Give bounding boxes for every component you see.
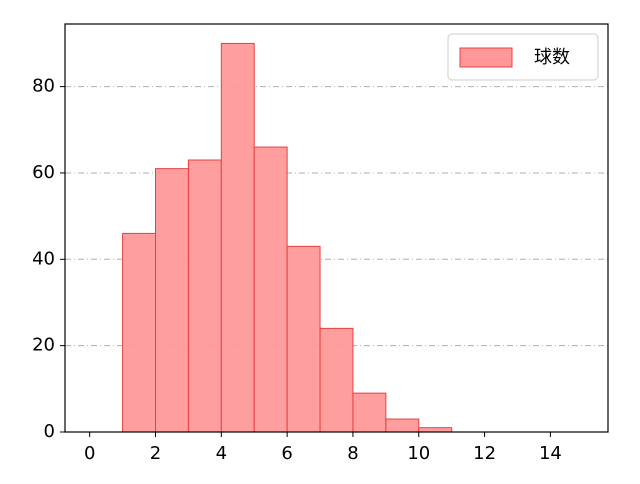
bar [220, 42, 255, 433]
y-tick-label: 0 [44, 421, 55, 442]
bar [155, 168, 189, 433]
bar [122, 232, 157, 433]
bar [187, 159, 222, 433]
bar [286, 245, 321, 433]
y-tick-label: 20 [32, 335, 55, 356]
x-tick-label: 8 [347, 443, 358, 464]
x-tick-label: 4 [216, 443, 227, 464]
x-tick-label: 14 [539, 443, 562, 464]
y-tick-label: 80 [32, 76, 55, 97]
legend-box [447, 33, 599, 81]
bar [352, 392, 387, 433]
plot-frame [64, 23, 609, 433]
x-tick-label: 10 [407, 443, 430, 464]
y-tick-label: 40 [32, 248, 55, 269]
x-tick-label: 12 [473, 443, 496, 464]
bar [385, 418, 420, 433]
x-tick-label: 6 [281, 443, 292, 464]
x-tick-label: 2 [150, 443, 161, 464]
x-tick-label: 0 [84, 443, 95, 464]
y-tick-label: 60 [32, 162, 55, 183]
bar [319, 327, 354, 433]
legend-label: 球数 [534, 47, 570, 68]
legend-swatch [459, 47, 513, 68]
bar [418, 427, 453, 433]
bar [253, 146, 288, 433]
